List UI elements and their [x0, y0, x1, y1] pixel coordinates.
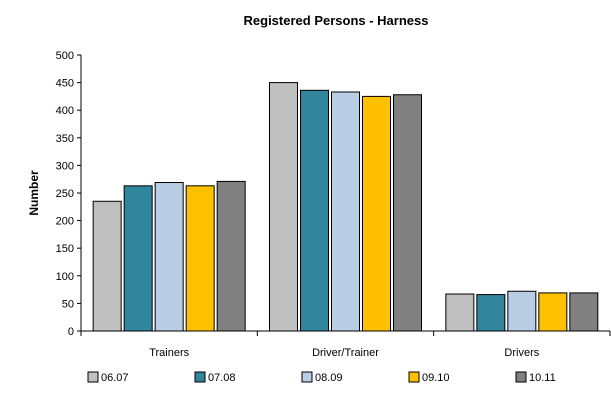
y-tick-label: 500	[56, 50, 74, 62]
axes	[80, 55, 611, 336]
legend-swatch	[194, 371, 206, 383]
bar-driver-trainer-07-08	[300, 89, 329, 332]
y-axis-ticks: 0 50 100 150 200 250 300 350 400 450 500	[56, 50, 81, 338]
y-axis-label: Number	[27, 170, 41, 216]
legend-label: 07.08	[208, 372, 236, 384]
y-tick-label: 400	[56, 105, 74, 117]
bar-drivers-08-09	[507, 290, 537, 332]
legend: 06.07 07.08 08.09 09.10 10.11	[87, 371, 556, 384]
legend-swatch	[515, 371, 527, 383]
bar-drivers-10-11	[569, 292, 599, 332]
legend-label: 08.09	[315, 372, 343, 384]
bar-driver-trainer-08-09	[331, 91, 360, 332]
legend-swatch	[87, 371, 99, 383]
bar-trainers-06-07	[92, 200, 122, 332]
legend-label: 10.11	[529, 372, 556, 384]
category-label: Drivers	[504, 347, 539, 359]
bar-trainers-09-10	[185, 185, 215, 332]
y-tick-label: 0	[68, 326, 74, 338]
bar-drivers-07-08	[476, 294, 506, 332]
legend-swatch	[301, 371, 313, 383]
y-tick-label: 250	[56, 188, 74, 200]
bar-trainers-08-09	[154, 182, 184, 332]
bars-group	[92, 82, 599, 332]
legend-label: 06.07	[101, 372, 129, 384]
y-tick-label: 200	[56, 216, 74, 228]
chart-title: Registered Persons - Harness	[244, 13, 429, 28]
y-tick-label: 450	[56, 78, 74, 90]
bar-drivers-09-10	[538, 292, 568, 332]
bar-driver-trainer-09-10	[362, 95, 391, 332]
legend-label: 09.10	[422, 372, 450, 384]
y-tick-label: 150	[56, 243, 74, 255]
bar-drivers-06-07	[445, 293, 475, 332]
y-tick-label: 300	[56, 160, 74, 172]
legend-swatch	[408, 371, 420, 383]
y-tick-label: 350	[56, 133, 74, 145]
y-tick-label: 50	[62, 298, 74, 310]
y-tick-label: 100	[56, 271, 74, 283]
category-label: Trainers	[149, 347, 189, 359]
x-axis-category-labels: Trainers Driver/Trainer Drivers	[149, 347, 540, 359]
bar-driver-trainer-06-07	[269, 82, 298, 332]
category-label: Driver/Trainer	[312, 347, 379, 359]
bar-driver-trainer-10-11	[393, 94, 422, 332]
bar-trainers-07-08	[123, 185, 153, 332]
bar-trainers-10-11	[216, 180, 246, 332]
